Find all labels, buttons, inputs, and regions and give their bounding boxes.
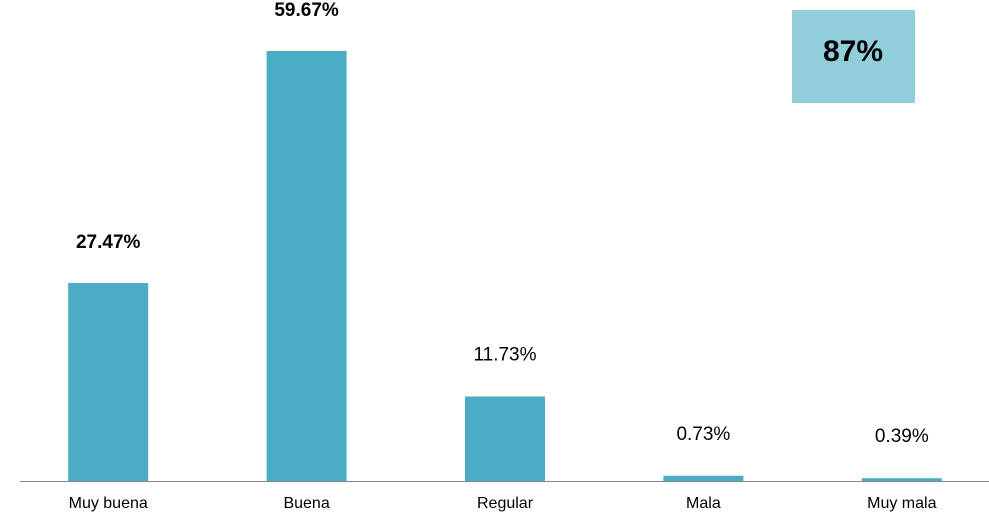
annotation-text: 87% xyxy=(823,35,883,68)
data-label: 27.47% xyxy=(76,232,141,253)
x-tick-label: Regular xyxy=(477,495,534,512)
bar xyxy=(663,475,744,481)
data-label: 0.39% xyxy=(875,426,929,447)
bar xyxy=(68,283,149,481)
x-tick-label: Mala xyxy=(686,495,721,512)
x-tick-label: Muy mala xyxy=(867,495,936,512)
bar xyxy=(465,396,545,481)
bar xyxy=(861,478,942,481)
x-tick-label: Buena xyxy=(283,495,329,512)
annotation-box xyxy=(792,10,915,103)
data-label: 0.73% xyxy=(676,424,730,445)
data-label: 59.67% xyxy=(274,0,339,21)
x-tick-label: Muy buena xyxy=(69,495,148,512)
bar xyxy=(266,51,347,481)
data-label: 11.73% xyxy=(473,344,536,365)
